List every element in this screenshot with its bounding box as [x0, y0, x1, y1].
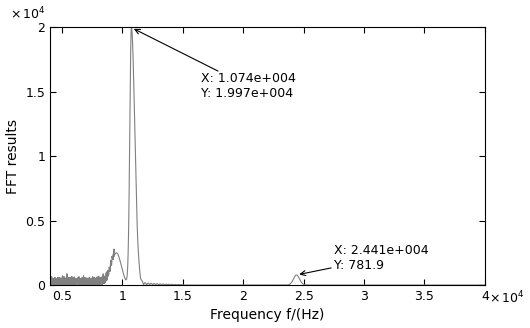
Text: X: 2.441e+004
Y: 781.9: X: 2.441e+004 Y: 781.9	[301, 244, 428, 276]
X-axis label: Frequency f/(Hz): Frequency f/(Hz)	[210, 308, 324, 322]
Y-axis label: FFT results: FFT results	[5, 119, 20, 194]
Text: X: 1.074e+004
Y: 1.997e+004: X: 1.074e+004 Y: 1.997e+004	[135, 30, 296, 100]
Text: $\times\,10^4$: $\times\,10^4$	[489, 290, 525, 307]
Text: $\times\,10^4$: $\times\,10^4$	[10, 6, 46, 22]
